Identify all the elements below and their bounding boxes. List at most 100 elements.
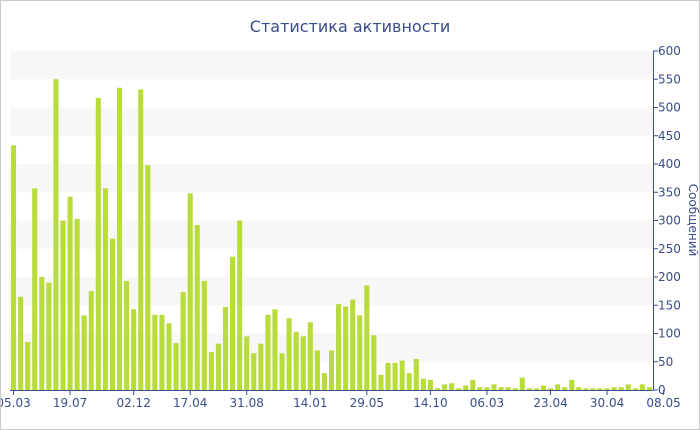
- bar: [378, 374, 384, 390]
- bar: [498, 387, 504, 390]
- x-tick-label: 08.05: [646, 396, 680, 410]
- bar: [420, 378, 426, 390]
- y-tick-label: 0: [658, 383, 666, 397]
- x-axis: 05.03 19.07 02.12 17.04 31.08 14.01 29.05 14.10…: [1, 390, 681, 410]
- bar: [53, 79, 59, 390]
- bar: [399, 360, 405, 390]
- bar: [569, 379, 575, 390]
- bar: [548, 388, 554, 390]
- y-tick-label: 300: [658, 214, 681, 228]
- bar: [392, 362, 398, 390]
- bar: [625, 384, 631, 390]
- bar: [307, 322, 313, 390]
- bar: [173, 343, 179, 390]
- y-axis-label: Сообщений: [686, 184, 699, 257]
- bar: [279, 353, 285, 390]
- bar: [590, 388, 596, 390]
- x-tick-label: 29.05: [350, 396, 384, 410]
- bar: [618, 387, 624, 390]
- bar: [244, 336, 250, 390]
- bar: [639, 384, 645, 390]
- bar: [10, 145, 17, 390]
- bar: [102, 188, 108, 390]
- y-tick-label: 500: [658, 101, 681, 115]
- bar: [491, 384, 497, 390]
- x-tick-label: 30.04: [590, 396, 624, 410]
- bar: [293, 331, 299, 390]
- y-tick-label: 200: [658, 270, 681, 284]
- bar: [258, 343, 264, 390]
- bar: [555, 384, 561, 390]
- bar: [463, 385, 469, 390]
- bar: [371, 335, 377, 390]
- x-tick-label: 17.04: [173, 396, 207, 410]
- y-tick-label: 250: [658, 242, 681, 256]
- bar: [18, 296, 24, 390]
- x-tick-label: 06.03: [470, 396, 504, 410]
- bar: [321, 373, 327, 390]
- bar: [328, 350, 335, 390]
- bar: [131, 309, 137, 390]
- bar: [25, 341, 31, 390]
- bar: [505, 387, 511, 390]
- bars-group: [10, 79, 653, 391]
- bar: [187, 193, 193, 390]
- bar: [300, 336, 306, 390]
- bar: [286, 318, 292, 390]
- x-tick-label: 23.04: [533, 396, 567, 410]
- bar: [95, 97, 101, 390]
- x-tick-label: 02.12: [116, 396, 150, 410]
- bar: [562, 387, 568, 390]
- y-tick-label: 600: [658, 44, 681, 58]
- y-tick-label: 50: [658, 355, 673, 369]
- x-tick-label: 31.08: [230, 396, 264, 410]
- bar: [251, 353, 257, 390]
- bar: [604, 388, 610, 390]
- grid-band: [10, 107, 653, 136]
- bar: [336, 304, 342, 390]
- bar: [109, 238, 115, 390]
- bar: [88, 291, 94, 391]
- bar: [208, 352, 214, 390]
- bar: [442, 384, 448, 390]
- bar: [583, 388, 589, 390]
- bar: [166, 323, 172, 390]
- bar: [632, 388, 638, 390]
- bar: [201, 280, 207, 390]
- bar: [159, 314, 165, 390]
- bar: [116, 87, 123, 390]
- bar: [215, 343, 221, 390]
- y-tick-label: 350: [658, 185, 681, 199]
- bar: [646, 387, 653, 390]
- bar: [470, 379, 476, 390]
- bar: [449, 383, 455, 390]
- y-tick-label: 550: [658, 72, 681, 86]
- bar: [272, 309, 278, 390]
- x-tick-label: 14.01: [293, 396, 327, 410]
- bar: [237, 220, 243, 390]
- bar: [477, 387, 483, 390]
- grid-band: [10, 51, 653, 80]
- bar: [512, 388, 518, 390]
- bar: [406, 373, 412, 390]
- bar: [526, 388, 532, 390]
- bar: [540, 385, 547, 390]
- y-tick-label: 450: [658, 129, 681, 143]
- bar: [145, 165, 151, 390]
- bar: [484, 387, 490, 390]
- x-tick-label: 19.07: [53, 396, 87, 410]
- bar: [74, 218, 80, 390]
- bar: [427, 379, 433, 390]
- bar: [39, 277, 45, 390]
- bar: [434, 388, 441, 390]
- bar: [597, 388, 603, 390]
- bar: [357, 315, 363, 390]
- y-tick-label: 150: [658, 298, 681, 312]
- bar: [456, 388, 462, 390]
- bar: [364, 285, 370, 390]
- bar: [519, 377, 525, 390]
- bar: [343, 306, 349, 390]
- bar: [385, 362, 391, 390]
